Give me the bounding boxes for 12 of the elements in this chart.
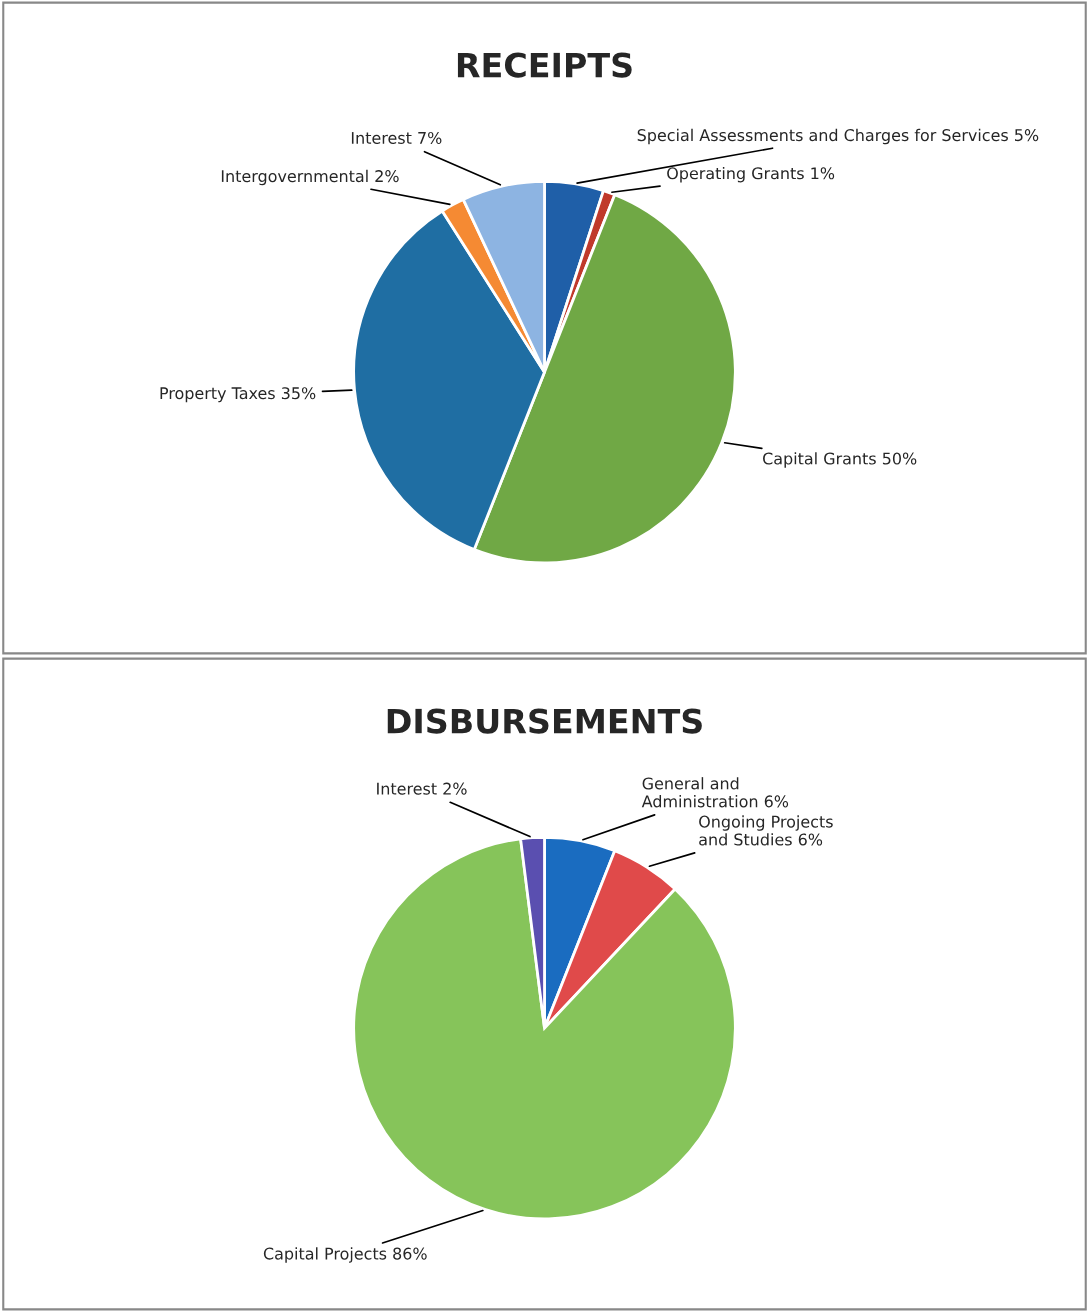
slice-label: General and Administration 6% (641, 777, 789, 808)
slice-label: Special Assessments and Charges for Services 5% (637, 128, 1039, 145)
slice-label: Interest 2% (377, 782, 467, 795)
slice-label: Capital Grants 50% (763, 452, 917, 468)
slice-label: Capital Projects 86% (263, 1247, 427, 1263)
slice-label: Interest 7% (351, 131, 442, 144)
slice-label: Intergovernmental 2% (221, 169, 399, 186)
slice-label: Property Taxes 35% (160, 387, 316, 403)
chart-title: DISBURSEMENTS (387, 708, 702, 734)
slice-label: Operating Grants 1% (667, 166, 835, 183)
slice-label: Ongoing Projects and Studies 6% (699, 815, 833, 846)
chart-title: RECEIPTS (457, 52, 632, 78)
